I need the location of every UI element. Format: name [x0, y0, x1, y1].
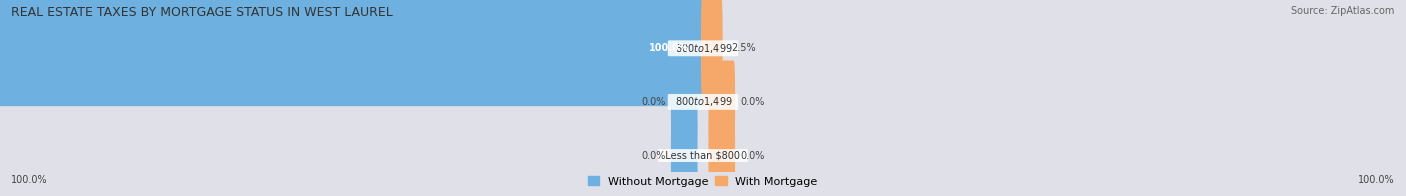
Text: 0.0%: 0.0%: [741, 151, 765, 161]
Text: 100.0%: 100.0%: [1358, 175, 1395, 185]
Text: 100.0%: 100.0%: [11, 175, 48, 185]
Text: 0.0%: 0.0%: [741, 97, 765, 107]
Text: $800 to $1,499: $800 to $1,499: [669, 42, 737, 55]
FancyBboxPatch shape: [709, 114, 735, 196]
FancyBboxPatch shape: [702, 0, 723, 106]
Text: REAL ESTATE TAXES BY MORTGAGE STATUS IN WEST LAUREL: REAL ESTATE TAXES BY MORTGAGE STATUS IN …: [11, 6, 394, 19]
FancyBboxPatch shape: [671, 61, 697, 143]
Text: $800 to $1,499: $800 to $1,499: [669, 95, 737, 108]
FancyBboxPatch shape: [671, 114, 697, 196]
Text: 0.0%: 0.0%: [641, 97, 665, 107]
Text: Less than $800: Less than $800: [659, 151, 747, 161]
Text: Source: ZipAtlas.com: Source: ZipAtlas.com: [1291, 6, 1395, 16]
Legend: Without Mortgage, With Mortgage: Without Mortgage, With Mortgage: [588, 176, 818, 187]
FancyBboxPatch shape: [0, 0, 704, 106]
Text: 0.0%: 0.0%: [641, 151, 665, 161]
Text: 2.5%: 2.5%: [731, 43, 755, 53]
Text: 100.0%: 100.0%: [648, 43, 689, 53]
FancyBboxPatch shape: [709, 61, 735, 143]
